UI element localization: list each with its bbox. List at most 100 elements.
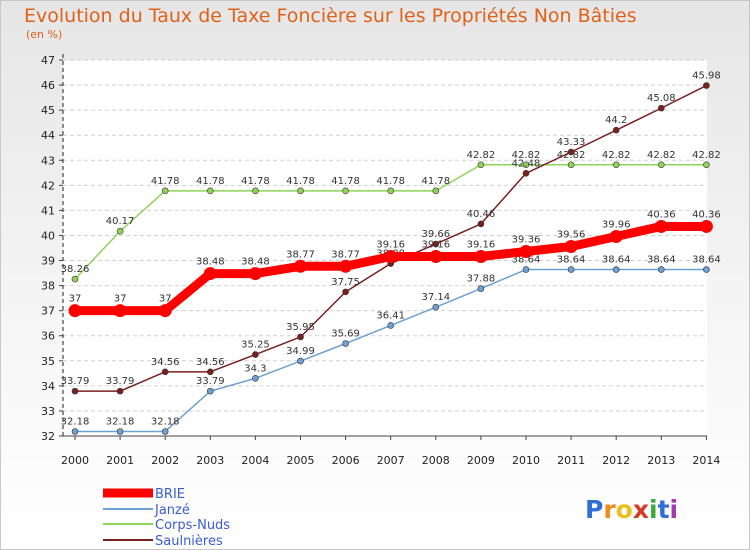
- data-point: [297, 357, 304, 365]
- data-label: 37.14: [421, 292, 450, 303]
- series-janz: 32.18 32.18 32.18 33.79 34.3 34.99 35.69 36.41 3…: [61, 255, 721, 435]
- data-point: [342, 288, 349, 296]
- data-label: 45.98: [692, 71, 721, 82]
- data-point: [522, 266, 530, 273]
- data-label: 34.56: [196, 357, 225, 368]
- data-label: 42.48: [512, 158, 541, 169]
- data-label: 42.82: [602, 150, 631, 161]
- x-tick-label: 2008: [422, 454, 450, 467]
- data-point: [429, 250, 443, 264]
- x-tick-label: 2005: [287, 454, 315, 467]
- brand-logo: Proxiti: [585, 495, 678, 524]
- y-tick-label: 45: [41, 104, 55, 117]
- data-point: [522, 170, 530, 177]
- data-label: 39.16: [467, 240, 496, 251]
- data-point: [432, 187, 440, 195]
- y-tick-label: 41: [41, 204, 55, 217]
- data-label: 41.78: [286, 176, 315, 187]
- data-point: [522, 161, 530, 169]
- data-label: 41.78: [196, 176, 225, 187]
- data-point: [564, 239, 578, 253]
- data-label: 39.36: [512, 235, 541, 246]
- legend-label: BRIE: [155, 487, 185, 502]
- x-tick-label: 2012: [602, 454, 630, 467]
- data-point: [207, 368, 214, 376]
- y-tick-label: 32: [41, 430, 55, 443]
- data-label: 38.26: [61, 264, 90, 275]
- data-point: [387, 322, 395, 329]
- data-point: [703, 161, 710, 169]
- data-point: [71, 275, 79, 283]
- x-tick-label: 2013: [647, 454, 675, 467]
- data-label: 39.66: [421, 229, 450, 240]
- data-point: [71, 428, 79, 435]
- data-label: 33.79: [106, 376, 135, 387]
- y-tick-label: 39: [41, 255, 55, 268]
- data-label: 37: [159, 294, 172, 305]
- data-label: 40.36: [692, 209, 721, 220]
- data-label: 33.79: [196, 376, 225, 387]
- data-label: 35.95: [286, 322, 315, 333]
- y-tick-label: 36: [41, 330, 55, 343]
- data-label: 38.77: [286, 249, 315, 260]
- data-point: [342, 340, 349, 347]
- data-point: [703, 82, 710, 89]
- data-point: [567, 161, 575, 169]
- data-point: [477, 220, 485, 228]
- data-label: 35.69: [331, 329, 360, 340]
- data-label: 32.18: [61, 416, 90, 427]
- x-tick-label: 2011: [557, 454, 585, 467]
- data-point: [567, 148, 575, 156]
- legend-label: Saulnières: [155, 534, 223, 549]
- data-point: [297, 333, 304, 341]
- data-point: [252, 351, 259, 358]
- data-point: [609, 229, 623, 243]
- data-label: 39.16: [421, 240, 450, 251]
- data-point: [294, 259, 307, 273]
- data-label: 32.18: [106, 416, 135, 427]
- x-tick-label: 2000: [61, 454, 89, 467]
- y-tick-label: 44: [41, 129, 55, 142]
- y-tick-label: 38: [41, 280, 55, 293]
- data-label: 37.75: [331, 277, 360, 288]
- data-point: [207, 187, 214, 195]
- data-point: [248, 267, 262, 281]
- data-point: [703, 266, 710, 273]
- data-point: [71, 387, 79, 395]
- data-point: [297, 187, 304, 195]
- data-point: [342, 187, 349, 195]
- x-tick-label: 2004: [241, 454, 269, 467]
- legend-label: Janzé: [154, 503, 190, 518]
- data-point: [657, 266, 665, 273]
- data-label: 41.78: [331, 176, 360, 187]
- data-point: [161, 187, 169, 195]
- data-point: [612, 266, 620, 273]
- data-label: 33.79: [61, 376, 90, 387]
- data-label: 35.25: [241, 340, 270, 351]
- data-point: [477, 285, 485, 292]
- data-label: 38.64: [512, 255, 541, 266]
- series-brie: 37 37 37 38.48 38.48 38.77 38.77 39.16 39.16 39.1…: [68, 209, 721, 318]
- data-point: [116, 227, 124, 235]
- data-point: [207, 387, 214, 395]
- data-label: 37: [114, 294, 127, 305]
- data-label: 39.96: [602, 219, 631, 230]
- x-tick-label: 2007: [377, 454, 405, 467]
- y-tick-label: 46: [41, 79, 55, 92]
- data-label: 41.78: [151, 176, 180, 187]
- x-tick-label: 2009: [467, 454, 495, 467]
- data-label: 42.82: [512, 150, 541, 161]
- y-tick-label: 40: [41, 229, 55, 242]
- data-point: [161, 428, 169, 435]
- data-point: [384, 250, 398, 264]
- data-label: 38.48: [196, 257, 225, 268]
- data-label: 39.16: [376, 240, 405, 251]
- data-label: 40.17: [106, 216, 135, 227]
- data-point: [68, 304, 82, 318]
- data-label: 45.08: [647, 93, 676, 104]
- x-tick-label: 2002: [151, 454, 179, 467]
- legend-label: Corps-Nuds: [155, 518, 230, 533]
- data-label: 40.46: [467, 209, 496, 220]
- data-point: [612, 126, 620, 134]
